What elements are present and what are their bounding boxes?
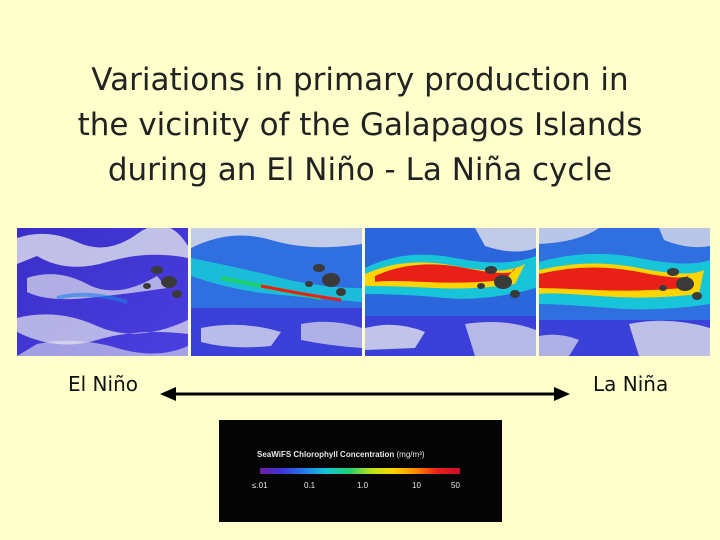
legend-title: SeaWiFS Chlorophyll Concentration (mg/m³… bbox=[257, 450, 425, 459]
satellite-image-4 bbox=[539, 228, 710, 356]
legend-tick: ≤.01 bbox=[252, 481, 268, 490]
double-arrow-icon bbox=[160, 387, 570, 401]
title-line-3: during an El Niño - La Niña cycle bbox=[107, 152, 613, 188]
legend-tick: 1.0 bbox=[357, 481, 369, 490]
legend-tick: 0.1 bbox=[304, 481, 316, 490]
chlorophyll-legend: SeaWiFS Chlorophyll Concentration (mg/m³… bbox=[219, 420, 502, 522]
slide-title: Variations in primary production in the … bbox=[20, 58, 700, 193]
title-line-1: Variations in primary production in bbox=[91, 62, 629, 98]
satellite-image-1 bbox=[17, 228, 188, 356]
satellite-image-3 bbox=[365, 228, 536, 356]
title-line-2: the vicinity of the Galapagos Islands bbox=[77, 107, 643, 143]
el-nino-label: El Niño bbox=[68, 372, 138, 396]
legend-tick: 50 bbox=[451, 481, 460, 490]
la-nina-label: La Niña bbox=[593, 372, 669, 396]
legend-title-text: SeaWiFS Chlorophyll Concentration bbox=[257, 450, 395, 459]
legend-colorbar bbox=[260, 468, 460, 474]
legend-unit: (mg/m³) bbox=[396, 450, 425, 459]
legend-tick: 10 bbox=[412, 481, 421, 490]
satellite-image-2 bbox=[191, 228, 362, 356]
